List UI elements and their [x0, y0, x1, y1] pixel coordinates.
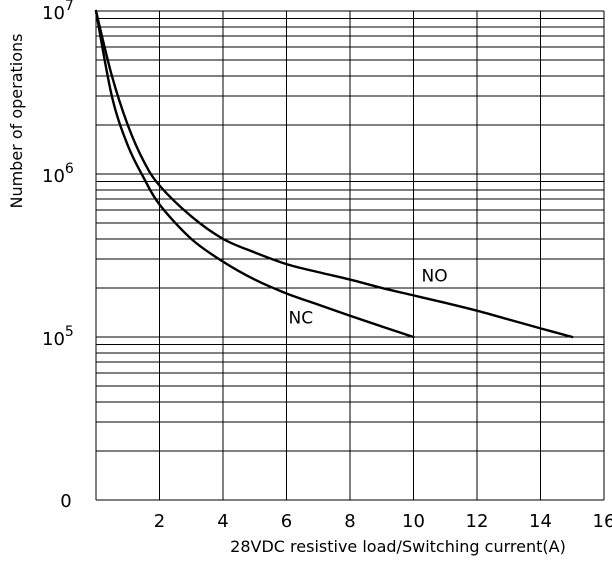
- x-tick-label-14: 14: [529, 511, 552, 532]
- x-tick-label-4: 4: [217, 511, 228, 532]
- y-tick-label-10e5: 105: [42, 324, 74, 350]
- labels: 2 4 6 8 10 12 14 16 0 105 106 107 28VDC resistive lo…: [7, 0, 612, 556]
- x-tick-label-2: 2: [154, 511, 165, 532]
- series-label-nc: NC: [289, 308, 314, 328]
- series-label-no: NO: [422, 266, 448, 286]
- x-tick-label-10: 10: [402, 511, 425, 532]
- x-tick-label-6: 6: [281, 511, 292, 532]
- y-tick-label-10e7: 107: [42, 0, 74, 24]
- y-tick-label-zero: 0: [60, 491, 71, 512]
- y-tick-label-10e6: 106: [42, 161, 74, 187]
- x-axis-title: 28VDC resistive load/Switching current(A…: [230, 537, 566, 556]
- x-tick-label-8: 8: [344, 511, 355, 532]
- axes: [95, 11, 604, 501]
- grid: [96, 10, 605, 501]
- y-axis-title: Number of operations: [7, 33, 26, 208]
- series-line-no: [94, 9, 574, 339]
- series-lines: [94, 9, 574, 339]
- x-tick-label-12: 12: [466, 511, 489, 532]
- series-line-nc: [94, 9, 415, 339]
- x-tick-label-16: 16: [593, 511, 612, 532]
